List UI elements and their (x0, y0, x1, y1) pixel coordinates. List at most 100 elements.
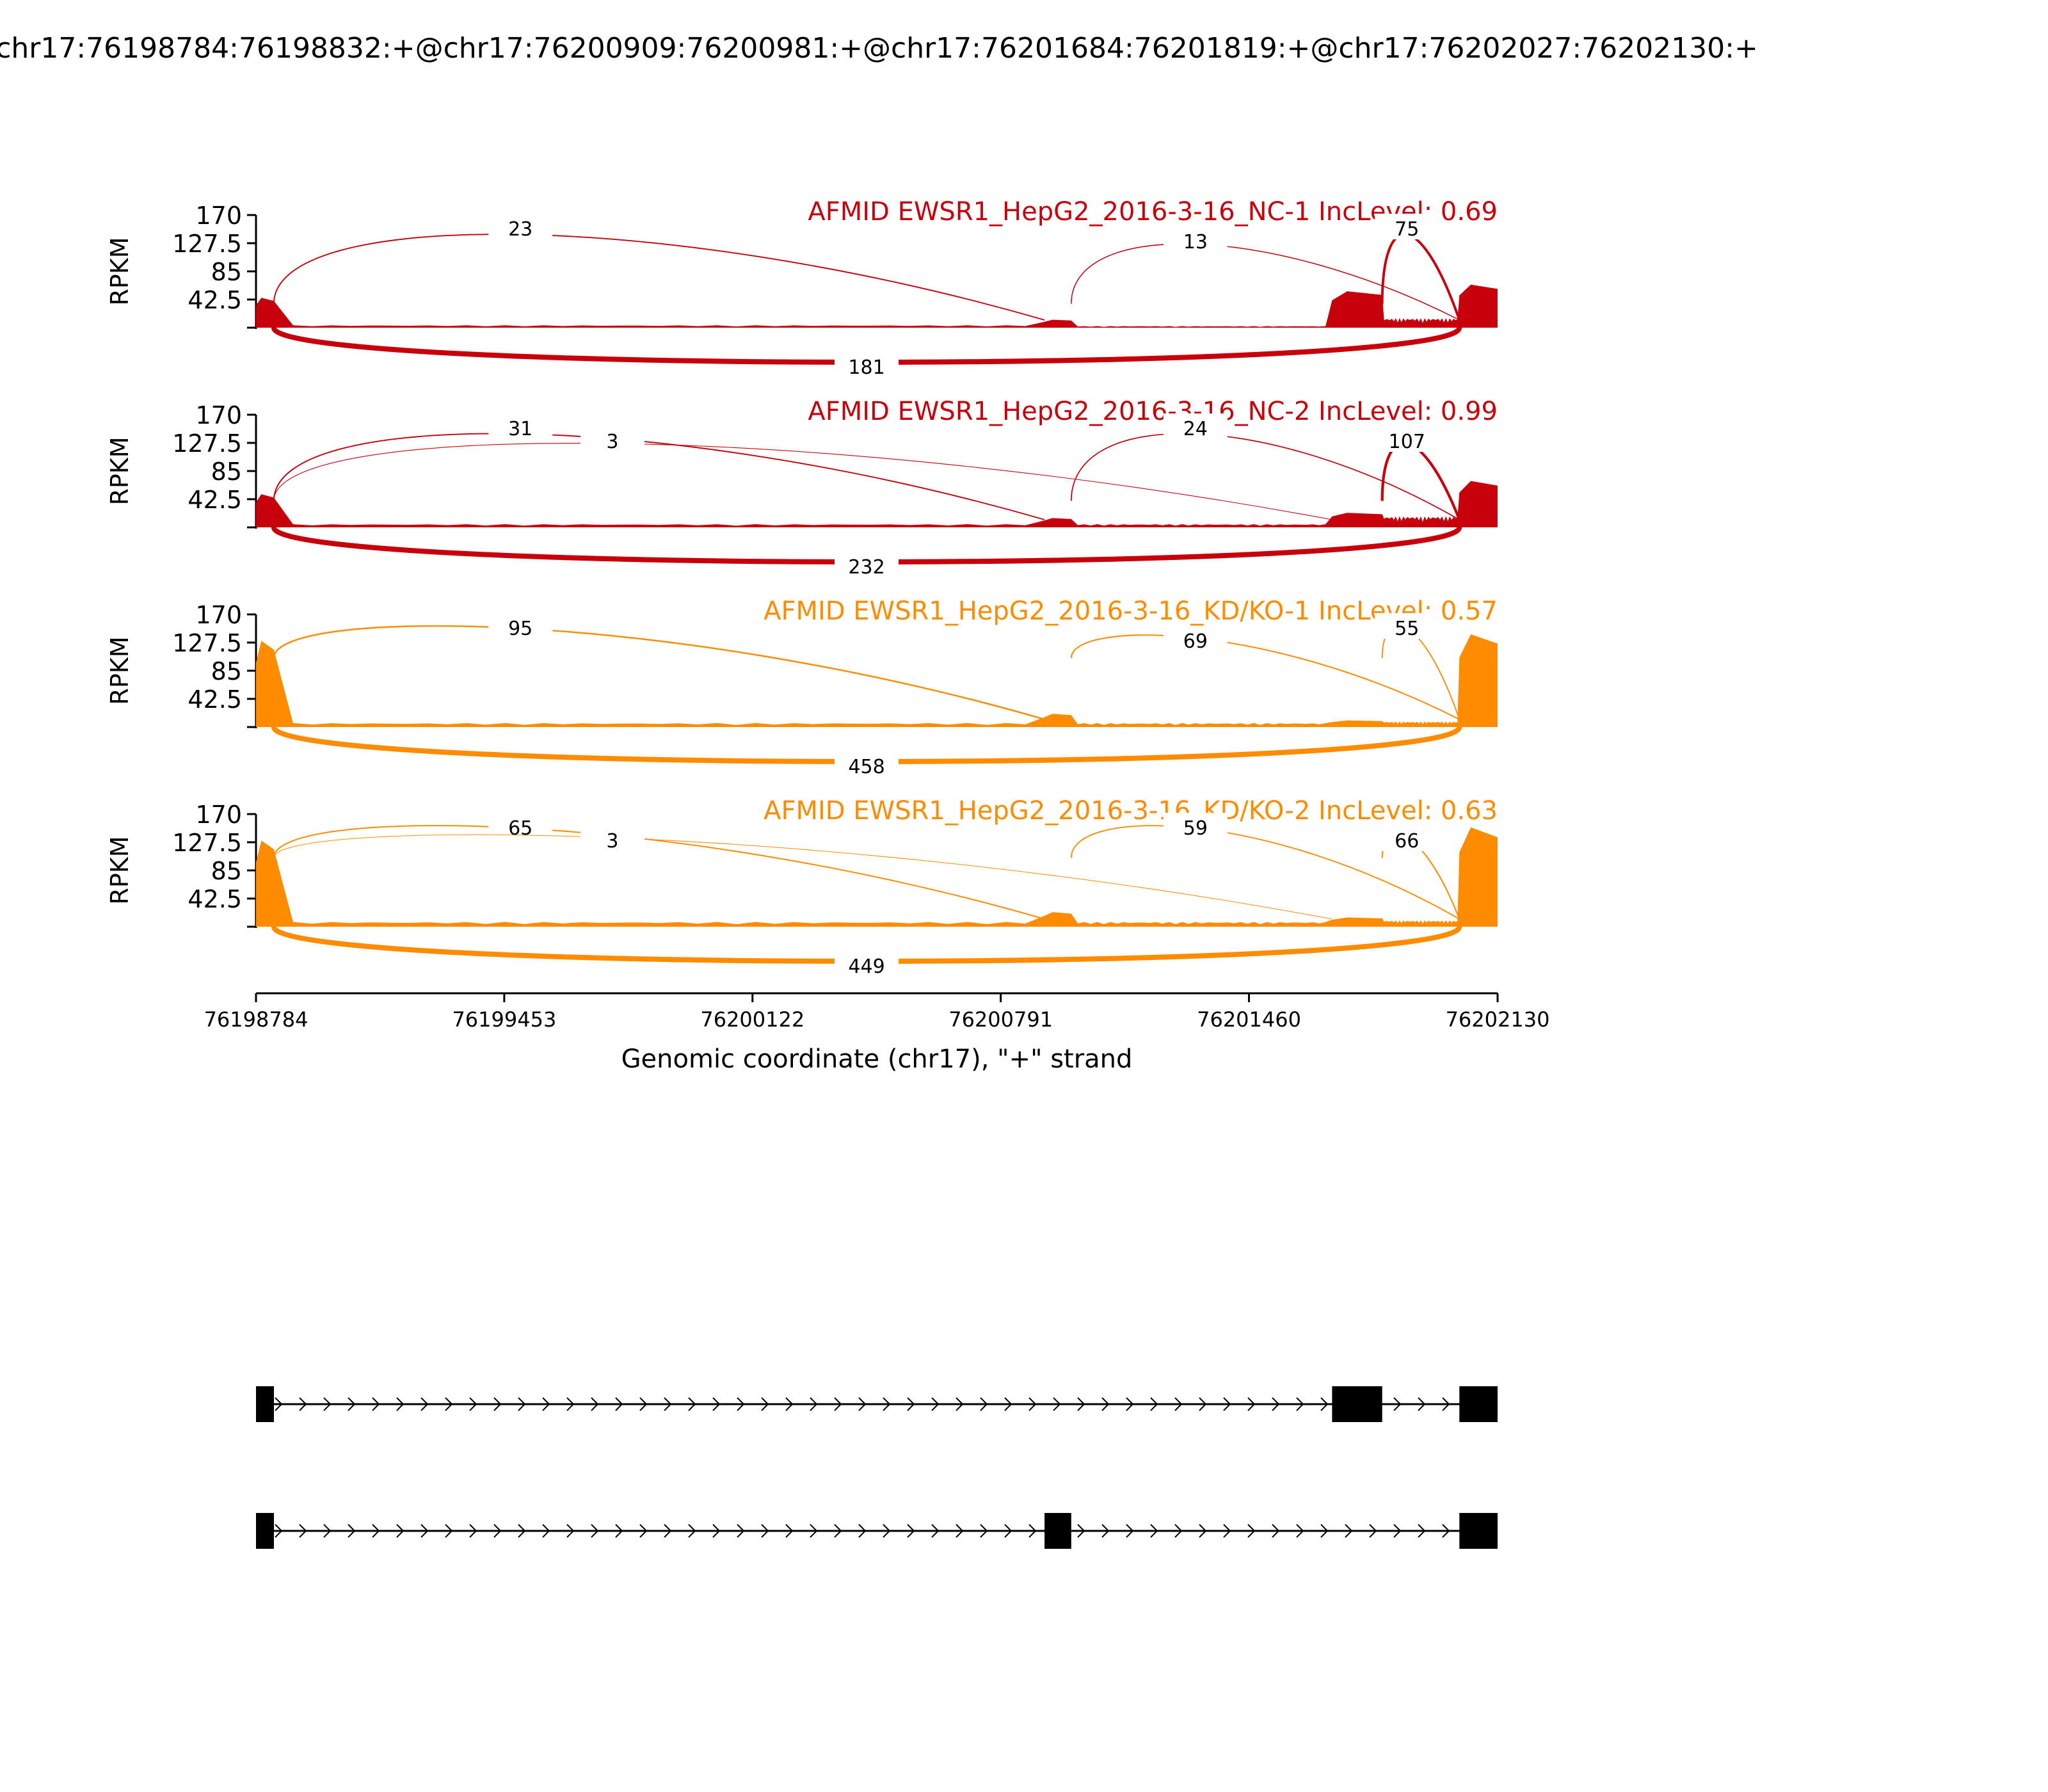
strand-arrow (396, 1524, 404, 1538)
strand-arrow (761, 1397, 769, 1411)
junction-count: 23 (508, 218, 532, 241)
strand-arrow (810, 1397, 818, 1411)
strand-arrow (1296, 1524, 1304, 1538)
exon-block (256, 1513, 274, 1549)
junction-label-bg (835, 552, 899, 577)
y-tick-label: 42.5 (188, 885, 242, 913)
strand-arrow (664, 1524, 672, 1538)
strand-arrow (542, 1524, 550, 1538)
junction-label-bg (488, 613, 553, 639)
strand-arrow (883, 1397, 891, 1411)
strand-arrow (591, 1397, 599, 1411)
strand-arrow (518, 1524, 526, 1538)
junction-count: 24 (1183, 418, 1208, 440)
junction-count: 458 (848, 756, 884, 778)
strand-arrow (785, 1524, 794, 1538)
y-tick-label: 85 (211, 657, 242, 685)
junction-label-bg (580, 826, 644, 851)
junction-label-bg (488, 214, 553, 239)
strand-arrow (834, 1524, 842, 1538)
strand-arrow (1126, 1524, 1134, 1538)
strand-arrow (1418, 1397, 1426, 1411)
coverage-area (256, 634, 1498, 727)
strand-arrow (1028, 1397, 1037, 1411)
strand-arrow (956, 1524, 964, 1538)
strand-arrow (1272, 1397, 1280, 1411)
strand-arrow (445, 1524, 453, 1538)
strand-arrow (1004, 1524, 1012, 1538)
strand-arrow (907, 1524, 915, 1538)
strand-arrow (639, 1397, 648, 1411)
strand-arrow (980, 1397, 988, 1411)
strand-arrow (1150, 1397, 1158, 1411)
junction-label-bg (835, 352, 899, 378)
strand-arrow (956, 1397, 964, 1411)
junction-arc (1070, 634, 1460, 720)
strand-arrow (566, 1397, 575, 1411)
junction-arc (273, 625, 1045, 721)
junction-label-bg (488, 813, 553, 838)
junction-count: 75 (1395, 218, 1419, 241)
junction-count: 59 (1183, 817, 1208, 840)
junction-label-bg (1375, 826, 1439, 851)
strand-arrow (420, 1524, 429, 1538)
strand-arrow (1320, 1524, 1329, 1538)
junction-count: 31 (508, 418, 532, 440)
strand-arrow (1199, 1397, 1207, 1411)
strand-arrow (615, 1524, 623, 1538)
strand-arrow (712, 1397, 721, 1411)
isoform-track (256, 1386, 1498, 1549)
junction-count: 449 (848, 956, 884, 978)
junction-label-bg (835, 951, 899, 977)
strand-arrow (810, 1524, 818, 1538)
strand-arrow (1101, 1397, 1110, 1411)
junction-arc (273, 834, 1332, 920)
figure-title: chr17:76198784:76198832:+@chr17:76200909… (0, 32, 1758, 65)
y-tick-label: 170 (195, 202, 242, 230)
strand-arrow (1174, 1524, 1183, 1538)
strand-arrow (931, 1397, 940, 1411)
strand-arrow (1247, 1397, 1256, 1411)
strand-arrow (1369, 1524, 1377, 1538)
strand-arrow (980, 1524, 988, 1538)
strand-arrow (1418, 1524, 1426, 1538)
strand-arrow (1223, 1524, 1231, 1538)
x-tick-label: 76199453 (452, 1007, 556, 1032)
y-axis-label: RPKM (106, 237, 134, 305)
exon-block (256, 1386, 274, 1422)
strand-arrow (1442, 1397, 1450, 1411)
y-tick-label: 127.5 (172, 629, 242, 657)
strand-arrow (688, 1397, 696, 1411)
strand-arrow (1077, 1397, 1085, 1411)
junction-label-bg (1375, 214, 1439, 239)
panel-title: AFMID EWSR1_HepG2_2016-3-16_KD/KO-2 IncL… (764, 796, 1498, 826)
y-tick-label: 42.5 (188, 286, 242, 314)
junction-label-bg (1163, 227, 1228, 252)
isoform (256, 1513, 1498, 1549)
strand-arrow (1223, 1397, 1231, 1411)
junction-count: 66 (1395, 830, 1419, 852)
exon-block (1459, 1513, 1498, 1549)
strand-arrow (639, 1524, 648, 1538)
y-tick-label: 42.5 (188, 486, 242, 514)
junction-count: 3 (606, 830, 618, 852)
junction-arc (273, 433, 1045, 520)
y-tick-label: 85 (211, 857, 242, 885)
strand-arrow (1199, 1524, 1207, 1538)
strand-arrow (469, 1397, 477, 1411)
x-tick-label: 76201460 (1197, 1007, 1301, 1032)
y-axis-label: RPKM (106, 636, 134, 705)
strand-arrow (858, 1397, 867, 1411)
y-tick-label: 127.5 (172, 829, 242, 857)
strand-arrow (1126, 1397, 1134, 1411)
junction-label-bg (1375, 426, 1439, 452)
junction-count: 69 (1183, 630, 1208, 653)
strand-arrow (493, 1524, 502, 1538)
junction-label-bg (1163, 813, 1228, 838)
panel-title: AFMID EWSR1_HepG2_2016-3-16_NC-2 IncLeve… (808, 397, 1498, 426)
junction-count: 65 (508, 817, 532, 840)
